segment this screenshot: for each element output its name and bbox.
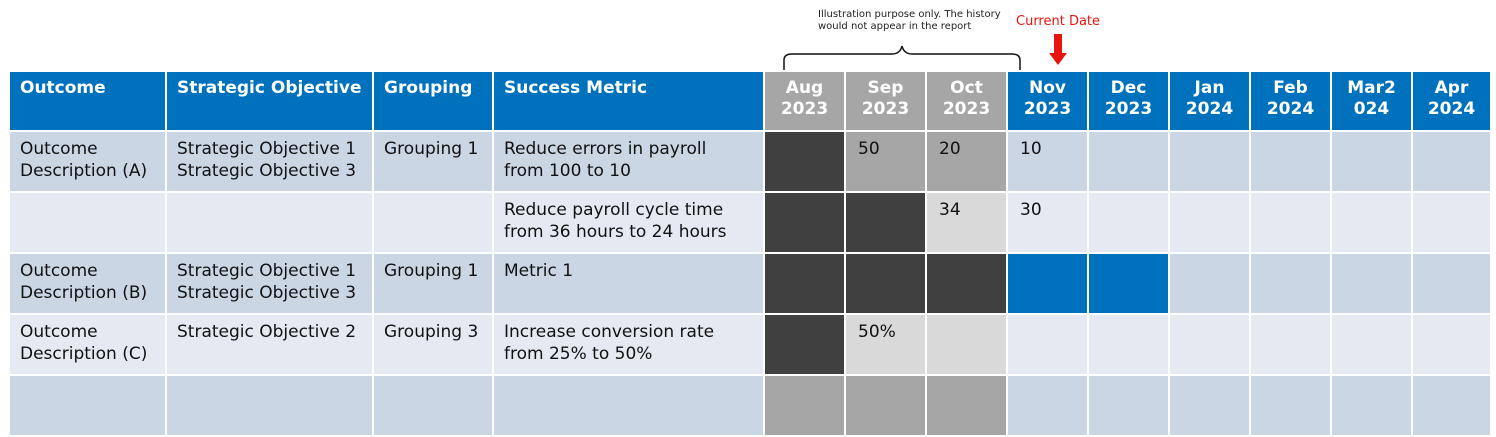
- header-month-feb-2024: Feb 2024: [1249, 70, 1332, 132]
- month-cell-jan: [1168, 191, 1251, 254]
- month-cell-nov: [1006, 313, 1089, 376]
- table-row: [8, 374, 1492, 437]
- outcome-cell: Outcome Description (C): [8, 313, 167, 376]
- history-brace: [783, 45, 1021, 74]
- header-month-oct-2023: Oct 2023: [925, 70, 1008, 132]
- header-month-mar-2024: Mar2 024: [1330, 70, 1413, 132]
- outcome-cell: Outcome Description (A): [8, 130, 167, 193]
- header-success-metric: Success Metric: [492, 70, 765, 132]
- month-cell-feb: [1249, 130, 1332, 193]
- month-cell-nov: [1006, 252, 1089, 315]
- month-cell-aug: [763, 374, 846, 437]
- month-cell-aug: [763, 191, 846, 254]
- grouping-cell: [372, 374, 494, 437]
- month-cell-apr: [1411, 313, 1492, 376]
- month-cell-nov: [1006, 374, 1089, 437]
- header-month-sep-2023: Sep 2023: [844, 70, 927, 132]
- month-cell-aug: [763, 252, 846, 315]
- month-cell-mar: [1330, 374, 1413, 437]
- month-cell-sep: [844, 252, 927, 315]
- month-cell-nov: 30: [1006, 191, 1089, 254]
- month-cell-jan: [1168, 374, 1251, 437]
- metric-cell: Increase conversion rate from 25% to 50%: [492, 313, 765, 376]
- header-month-jan-2024: Jan 2024: [1168, 70, 1251, 132]
- outcome-cell: [8, 191, 167, 254]
- month-cell-oct: 20: [925, 130, 1008, 193]
- grouping-cell: [372, 191, 494, 254]
- month-cell-dec: [1087, 313, 1170, 376]
- month-cell-mar: [1330, 191, 1413, 254]
- month-cell-dec: [1087, 374, 1170, 437]
- month-cell-aug: [763, 130, 846, 193]
- current-date-label: Current Date: [1016, 14, 1101, 29]
- header-strategic-objective: Strategic Objective: [165, 70, 374, 132]
- header-month-dec-2023: Dec 2023: [1087, 70, 1170, 132]
- objective-cell: Strategic Objective 1 Strategic Objectiv…: [165, 130, 374, 193]
- month-cell-feb: [1249, 313, 1332, 376]
- month-cell-dec: [1087, 130, 1170, 193]
- month-cell-jan: [1168, 130, 1251, 193]
- header-outcome: Outcome: [8, 70, 167, 132]
- month-cell-sep: [844, 374, 927, 437]
- month-cell-oct: [925, 313, 1008, 376]
- table-row: Outcome Description (C) Strategic Object…: [8, 313, 1492, 376]
- objective-cell: Strategic Objective 1 Strategic Objectiv…: [165, 252, 374, 315]
- month-cell-apr: [1411, 252, 1492, 315]
- illustration-note: Illustration purpose only. The history w…: [818, 9, 1008, 33]
- month-cell-feb: [1249, 374, 1332, 437]
- month-cell-nov: 10: [1006, 130, 1089, 193]
- metric-cell: Reduce payroll cycle time from 36 hours …: [492, 191, 765, 254]
- month-cell-oct: [925, 374, 1008, 437]
- table-row: Reduce payroll cycle time from 36 hours …: [8, 191, 1492, 254]
- note-line-1: Illustration purpose only. The history: [818, 9, 1001, 20]
- month-cell-apr: [1411, 191, 1492, 254]
- grouping-cell: Grouping 1: [372, 252, 494, 315]
- table-row: Outcome Description (A) Strategic Object…: [8, 130, 1492, 193]
- metrics-table: Outcome Strategic Objective Grouping Suc…: [8, 70, 1492, 437]
- month-cell-mar: [1330, 313, 1413, 376]
- header-grouping: Grouping: [372, 70, 494, 132]
- month-cell-oct: [925, 252, 1008, 315]
- month-cell-feb: [1249, 252, 1332, 315]
- note-line-2: would not appear in the report: [818, 21, 972, 32]
- month-cell-sep: [844, 191, 927, 254]
- month-cell-mar: [1330, 252, 1413, 315]
- month-cell-oct: 34: [925, 191, 1008, 254]
- month-cell-dec: [1087, 252, 1170, 315]
- header-row: Outcome Strategic Objective Grouping Suc…: [8, 70, 1492, 132]
- outcome-cell: Outcome Description (B): [8, 252, 167, 315]
- month-cell-jan: [1168, 313, 1251, 376]
- month-cell-aug: [763, 313, 846, 376]
- objective-cell: Strategic Objective 2: [165, 313, 374, 376]
- grouping-cell: Grouping 3: [372, 313, 494, 376]
- objective-cell: [165, 191, 374, 254]
- metric-cell: Reduce errors in payroll from 100 to 10: [492, 130, 765, 193]
- table-row: Outcome Description (B) Strategic Object…: [8, 252, 1492, 315]
- grouping-cell: Grouping 1: [372, 130, 494, 193]
- month-cell-feb: [1249, 191, 1332, 254]
- month-cell-jan: [1168, 252, 1251, 315]
- header-month-apr-2024: Apr 2024: [1411, 70, 1492, 132]
- objective-cell: [165, 374, 374, 437]
- month-cell-sep: 50: [844, 130, 927, 193]
- metric-cell: Metric 1: [492, 252, 765, 315]
- outcome-cell: [8, 374, 167, 437]
- month-cell-dec: [1087, 191, 1170, 254]
- month-cell-apr: [1411, 130, 1492, 193]
- month-cell-sep: 50%: [844, 313, 927, 376]
- header-month-nov-2023: Nov 2023: [1006, 70, 1089, 132]
- month-cell-apr: [1411, 374, 1492, 437]
- down-arrow-icon: [1049, 34, 1067, 65]
- month-cell-mar: [1330, 130, 1413, 193]
- metric-cell: [492, 374, 765, 437]
- header-month-aug-2023: Aug 2023: [763, 70, 846, 132]
